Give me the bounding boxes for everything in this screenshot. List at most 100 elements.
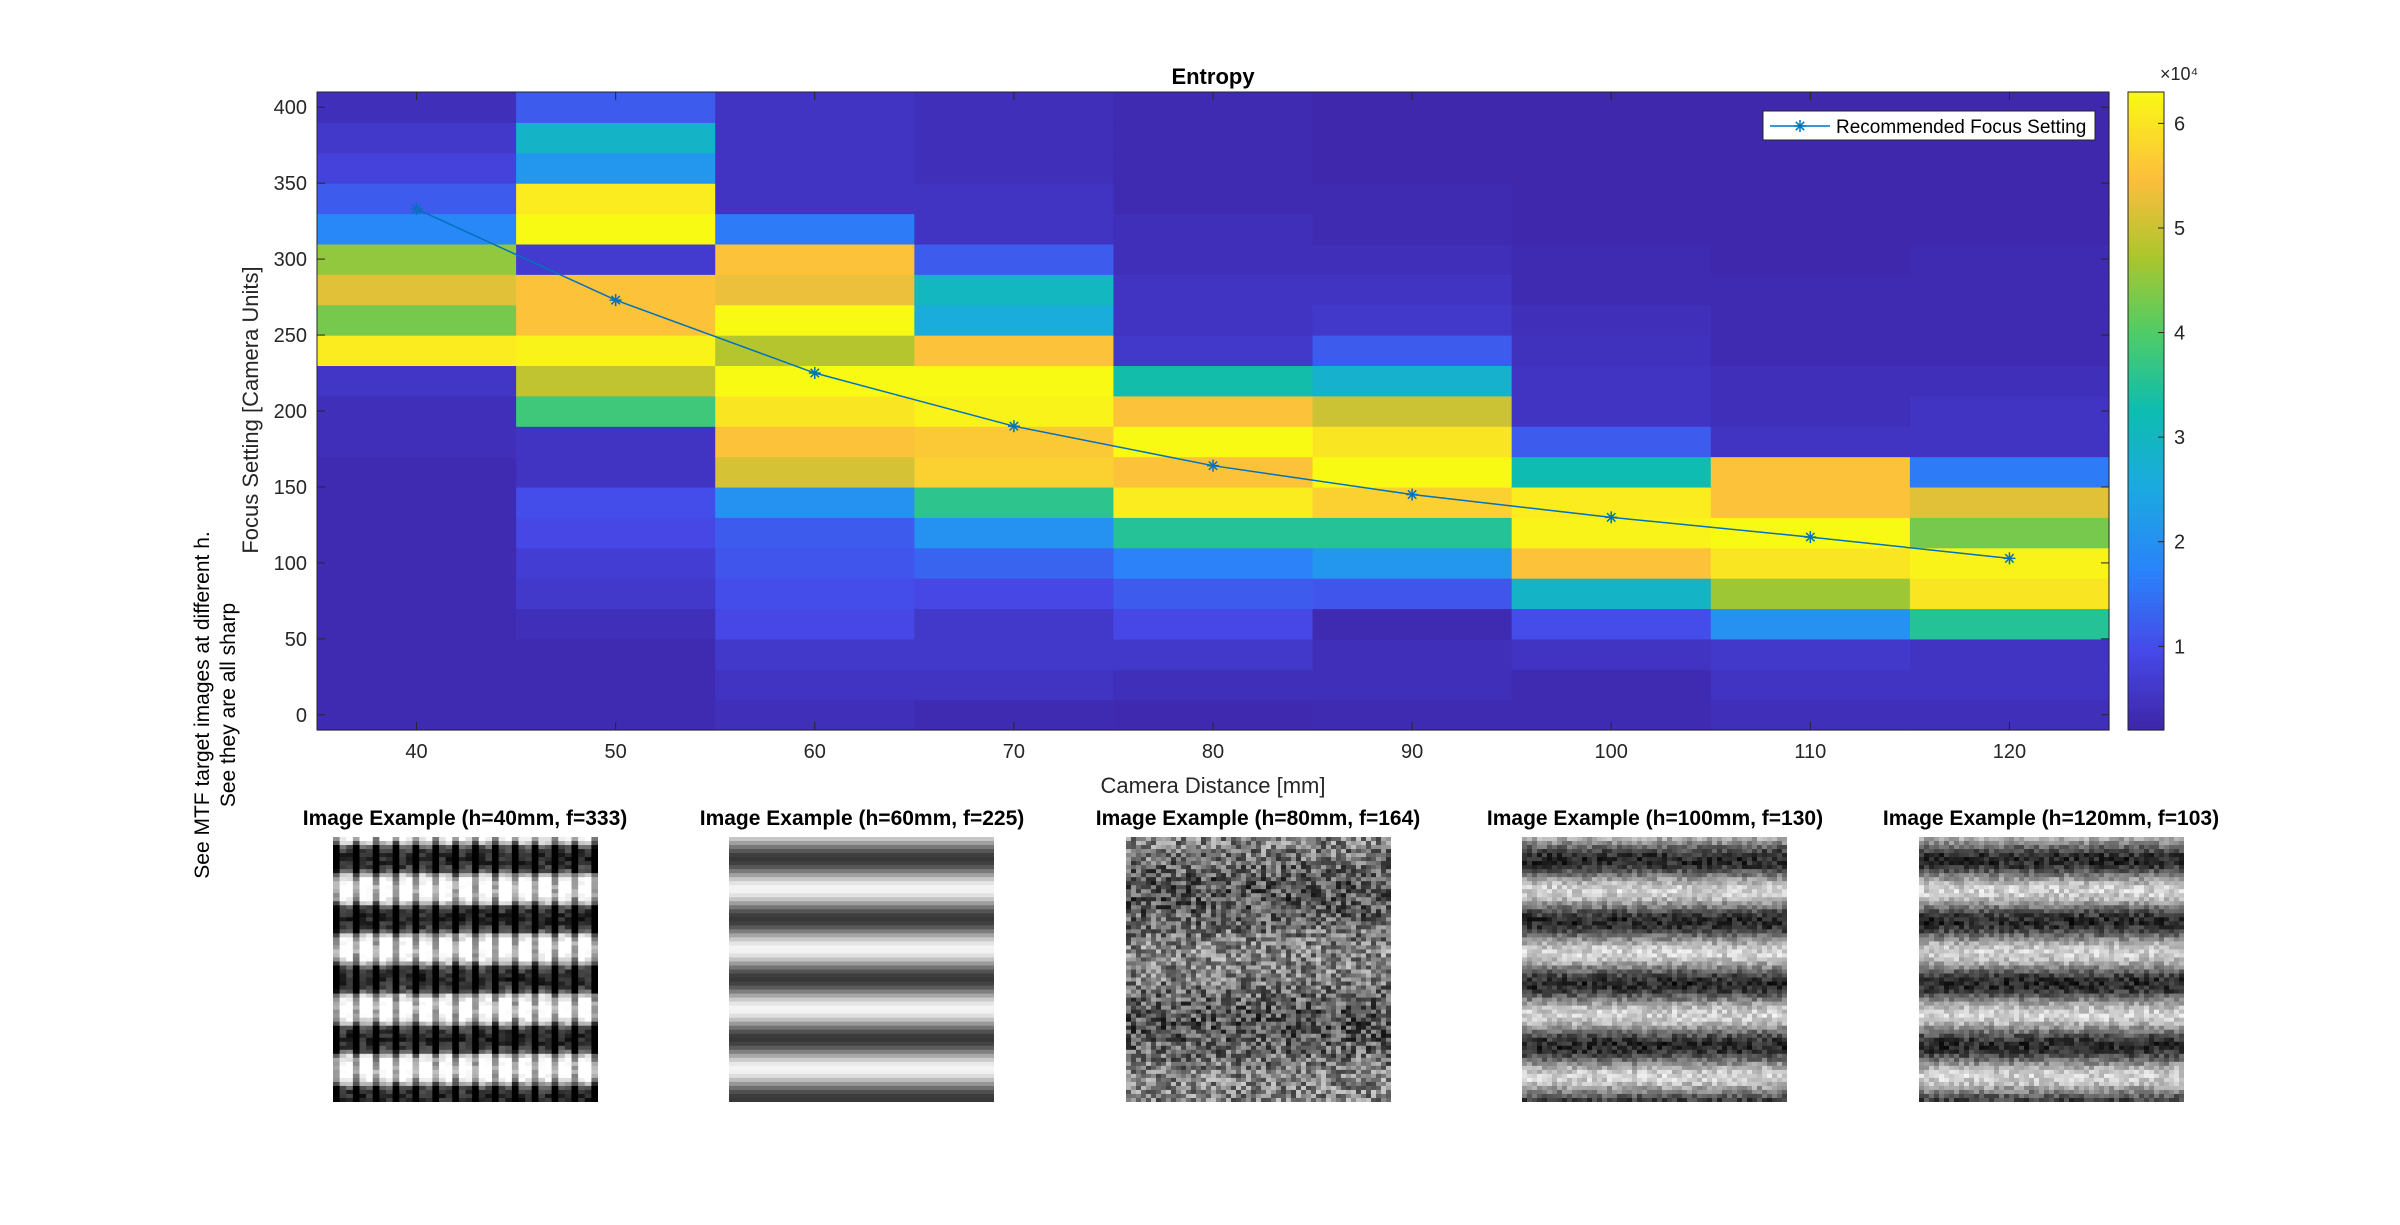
pattern-pixel	[333, 993, 341, 999]
pattern-pixel	[333, 841, 341, 846]
pattern-pixel	[359, 885, 367, 890]
heatmap-cell	[516, 304, 716, 336]
pattern-pixel	[1361, 909, 1367, 914]
y-tick-label: 350	[274, 173, 307, 195]
pattern-pixel	[1326, 901, 1332, 906]
pattern-pixel	[372, 1029, 380, 1035]
pattern-pixel	[1296, 897, 1302, 902]
pattern-pixel	[1241, 845, 1247, 850]
pattern-pixel	[1196, 953, 1202, 958]
pattern-pixel	[1331, 921, 1337, 926]
pattern-pixel	[392, 929, 400, 934]
pattern-pixel	[1251, 933, 1257, 938]
pattern-pixel	[591, 989, 598, 995]
pattern-pixel	[511, 921, 519, 926]
pattern-pixel	[1326, 861, 1332, 866]
pattern-pixel	[505, 1005, 513, 1011]
pattern-pixel	[564, 961, 572, 966]
pattern-pixel	[458, 909, 466, 914]
pattern-pixel	[1306, 837, 1312, 842]
pattern-pixel	[1231, 885, 1237, 890]
pattern-pixel	[1136, 937, 1142, 942]
pattern-pixel	[1386, 949, 1391, 954]
pattern-pixel	[346, 849, 354, 854]
pattern-pixel	[439, 905, 447, 910]
pattern-pixel	[478, 1053, 486, 1059]
pattern-pixel	[538, 993, 546, 999]
pattern-pixel	[1256, 857, 1262, 862]
pattern-pixel	[412, 1025, 420, 1031]
pattern-row	[729, 1077, 994, 1083]
pattern-pixel	[564, 1009, 572, 1015]
colorbar-band	[2128, 626, 2164, 631]
pattern-pixel	[372, 1037, 380, 1043]
pattern-pixel	[1146, 893, 1152, 898]
pattern-pixel	[505, 1009, 513, 1015]
pattern-pixel	[1316, 853, 1322, 858]
pattern-pixel	[1341, 933, 1347, 938]
pattern-pixel	[571, 973, 579, 979]
pattern-pixel	[558, 1021, 566, 1027]
pattern-pixel	[1146, 917, 1152, 922]
pattern-pixel	[405, 953, 413, 958]
pattern-pixel	[405, 1073, 413, 1079]
pattern-pixel	[584, 921, 592, 926]
pattern-pixel	[1196, 909, 1202, 914]
pattern-pixel	[1296, 877, 1302, 882]
pattern-pixel	[1346, 913, 1352, 918]
pattern-pixel	[498, 889, 506, 894]
colorbar-band	[2128, 195, 2164, 201]
pattern-pixel	[1146, 957, 1152, 962]
pattern-pixel	[1226, 877, 1232, 882]
colorbar-band	[2128, 542, 2164, 548]
pattern-pixel	[1221, 885, 1227, 890]
pattern-pixel	[1126, 897, 1132, 902]
pattern-pixel	[458, 1081, 466, 1087]
pattern-pixel	[511, 905, 519, 910]
pattern-pixel	[379, 933, 387, 938]
pattern-pixel	[1161, 901, 1167, 906]
pattern-pixel	[505, 869, 513, 874]
pattern-pixel	[498, 901, 506, 906]
pattern-pixel	[465, 841, 473, 846]
pattern-pixel	[1336, 889, 1342, 894]
pattern-pixel	[571, 901, 579, 906]
pattern-pixel	[1201, 893, 1207, 898]
pattern-pixel	[339, 937, 347, 942]
colorbar-band	[2128, 103, 2164, 109]
pattern-pixel	[333, 941, 341, 946]
pattern-pixel	[1196, 969, 1202, 975]
pattern-pixel	[399, 901, 407, 906]
pattern-pixel	[505, 1041, 513, 1047]
pattern-pixel	[578, 993, 586, 999]
pattern-pixel	[425, 873, 433, 878]
pattern-pixel	[1336, 869, 1342, 874]
pattern-pixel	[1241, 937, 1247, 942]
pattern-pixel	[333, 1073, 341, 1079]
pattern-pixel	[1291, 925, 1297, 930]
pattern-pixel	[1196, 937, 1202, 942]
pattern-pixel	[551, 1029, 559, 1035]
pattern-pixel	[518, 1017, 526, 1023]
pattern-pixel	[1341, 953, 1347, 958]
pattern-pixel	[472, 841, 480, 846]
colorbar-band	[2128, 243, 2164, 249]
pattern-pixel	[359, 989, 367, 995]
pattern-pixel	[564, 937, 572, 942]
pattern-pixel	[505, 1025, 513, 1031]
pattern-pixel	[1346, 849, 1352, 854]
heatmap-cell	[1909, 486, 2110, 518]
pattern-pixel	[472, 1029, 480, 1035]
pattern-pixel	[518, 1053, 526, 1059]
pattern-pixel	[386, 921, 394, 926]
pattern-pixel	[399, 865, 407, 870]
pattern-pixel	[366, 1029, 374, 1035]
pattern-pixel	[511, 937, 519, 942]
pattern-pixel	[571, 933, 579, 938]
pattern-pixel	[545, 1033, 553, 1039]
pattern-pixel	[333, 989, 341, 995]
pattern-pixel	[333, 1081, 341, 1087]
pattern-pixel	[339, 1093, 347, 1099]
pattern-pixel	[578, 1085, 586, 1091]
pattern-pixel	[1206, 965, 1212, 970]
